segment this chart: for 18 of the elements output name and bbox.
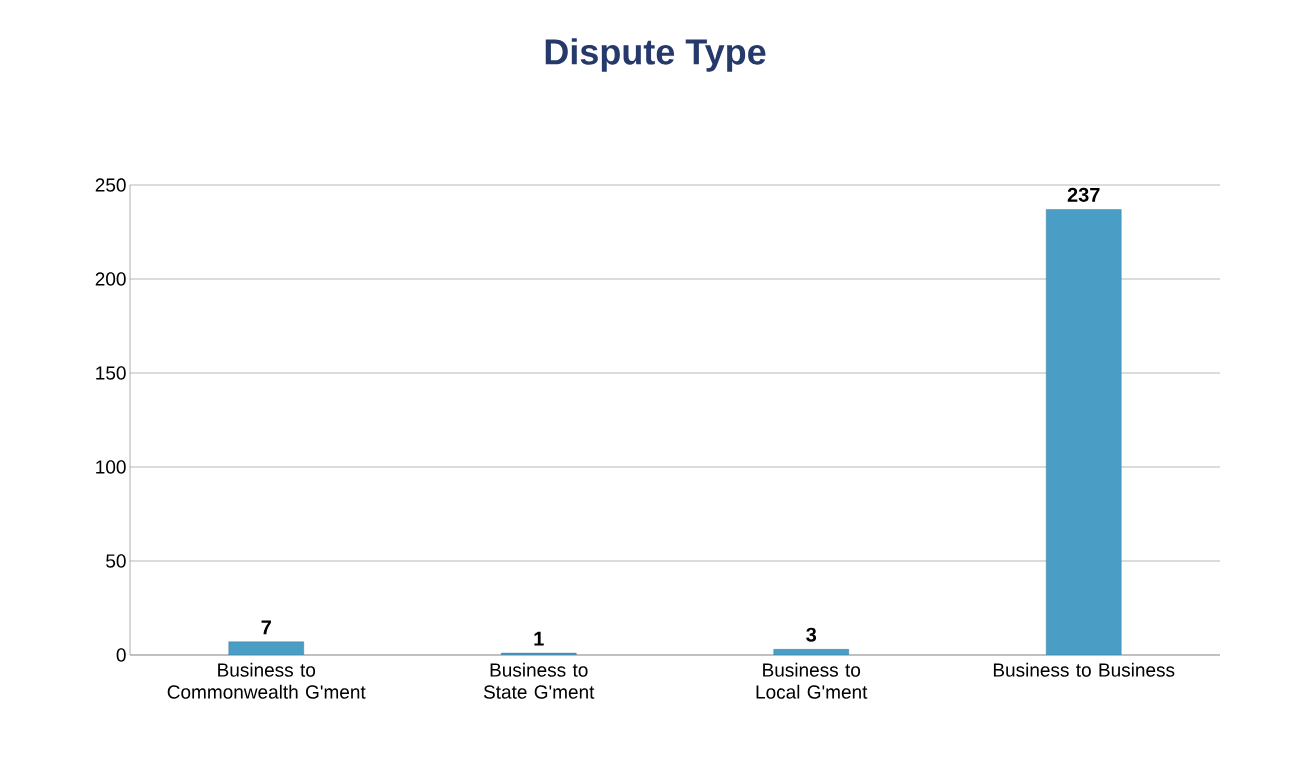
y-tick-label: 0 [116,648,126,662]
x-tick-label: Business to Local G'ment [756,662,868,699]
y-tick-label: 200 [95,272,126,286]
data-label: 3 [806,627,817,642]
y-tick-label: 150 [96,366,126,380]
y-tick-label: 250 [95,178,126,192]
x-tick-label: Business to Business [993,662,1175,677]
data-label: 237 [1067,187,1100,202]
bar [1046,209,1122,655]
data-label: 7 [261,620,271,635]
chart-title: Dispute Type [545,38,766,72]
x-tick-label: Business to Commonwealth G'ment [167,662,366,699]
x-tick-label: Business to State G'ment [483,662,595,699]
y-tick-label: 50 [106,554,126,568]
y-tick-label: 100 [96,460,126,474]
data-label: 1 [534,631,544,646]
bar [228,641,304,655]
bar [773,649,849,655]
